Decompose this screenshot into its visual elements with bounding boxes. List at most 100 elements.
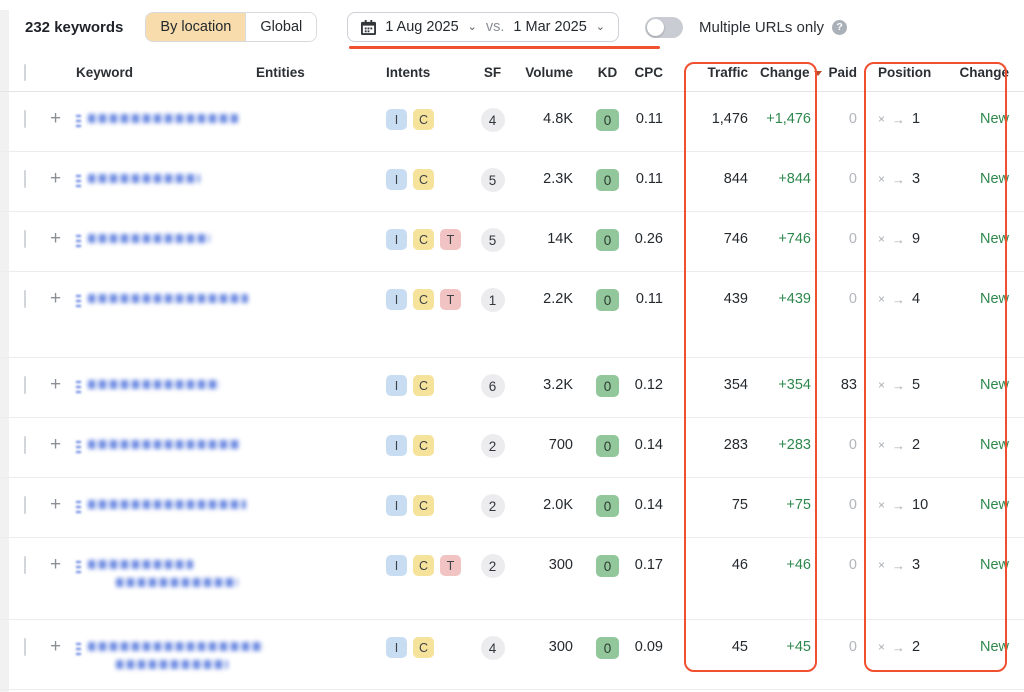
keyword-cell[interactable]	[76, 111, 256, 127]
keyword-cell[interactable]	[76, 171, 256, 187]
arrow-right-icon: →	[892, 437, 906, 453]
keyword-cell[interactable]	[76, 231, 256, 247]
position-change-cell: New	[979, 557, 1009, 573]
keyword-cell[interactable]	[76, 639, 263, 669]
paid-cell: 0	[848, 291, 857, 307]
col-entities[interactable]: Entities	[256, 65, 305, 80]
row-checkbox[interactable]	[24, 436, 26, 454]
date-range-picker[interactable]: 1 Aug 2025 ⌄ vs. 1 Mar 2025 ⌄	[347, 12, 619, 42]
cpc-cell: 0.09	[634, 639, 663, 655]
keyword-cell[interactable]	[76, 557, 256, 587]
traffic-cell: 439	[723, 291, 748, 307]
kd-badge: 0	[596, 495, 619, 517]
intent-badge-i: I	[386, 109, 407, 130]
select-all-checkbox[interactable]	[24, 64, 26, 81]
redacted-keyword-text	[88, 440, 240, 449]
paid-cell: 0	[848, 111, 857, 127]
add-keyword-icon[interactable]: +	[50, 494, 62, 515]
kd-badge: 0	[596, 289, 619, 311]
add-keyword-icon[interactable]: +	[50, 374, 62, 395]
col-position-change[interactable]: Change	[959, 65, 1009, 80]
row-checkbox[interactable]	[24, 376, 26, 394]
cpc-cell: 0.11	[635, 291, 663, 307]
redacted-keyword-bullet	[76, 174, 81, 187]
intent-badge-c: C	[413, 109, 434, 130]
add-keyword-icon[interactable]: +	[50, 288, 62, 309]
traffic-cell: 45	[731, 639, 748, 655]
intent-badge-i: I	[386, 637, 407, 658]
position-value: 9	[912, 231, 921, 247]
col-traffic[interactable]: Traffic	[707, 65, 748, 80]
table-row: + I C T 2 300 0 0.17 46 +46 0 × → 3 New	[0, 538, 1024, 620]
toggle-knob	[646, 18, 664, 36]
position-cell: × → 2	[869, 639, 943, 655]
col-cpc[interactable]: CPC	[634, 65, 663, 80]
row-checkbox[interactable]	[24, 170, 26, 188]
col-intents[interactable]: Intents	[386, 65, 431, 80]
paid-cell: 0	[848, 497, 857, 513]
row-checkbox[interactable]	[24, 230, 26, 248]
keyword-cell[interactable]	[76, 437, 256, 453]
row-checkbox[interactable]	[24, 290, 26, 308]
row-checkbox[interactable]	[24, 496, 26, 514]
add-keyword-icon[interactable]: +	[50, 228, 62, 249]
by-location-button[interactable]: By location	[146, 13, 246, 41]
position-cell: × → 4	[869, 291, 943, 307]
col-sf[interactable]: SF	[483, 65, 502, 80]
keyword-cell[interactable]	[76, 497, 256, 513]
traffic-cell: 1,476	[711, 111, 748, 127]
vs-label: vs.	[485, 19, 505, 35]
add-keyword-icon[interactable]: +	[50, 434, 62, 455]
add-keyword-icon[interactable]: +	[50, 636, 62, 657]
intent-badge-c: C	[413, 289, 434, 310]
position-cell: × → 3	[869, 171, 943, 187]
table-row: + I C 2 2.0K 0 0.14 75 +75 0 × → 10 New	[0, 478, 1024, 538]
add-keyword-icon[interactable]: +	[50, 168, 62, 189]
global-button[interactable]: Global	[245, 13, 317, 41]
keyword-cell[interactable]	[76, 291, 256, 307]
add-keyword-icon[interactable]: +	[50, 554, 62, 575]
arrow-right-icon: →	[892, 231, 906, 247]
position-from-none: ×	[878, 378, 886, 392]
arrow-right-icon: →	[892, 111, 906, 127]
row-checkbox[interactable]	[24, 556, 26, 574]
col-keyword[interactable]: Keyword	[76, 65, 134, 80]
serp-features-count: 4	[480, 108, 505, 132]
date-to[interactable]: 1 Mar 2025	[513, 19, 587, 35]
position-change-cell: New	[979, 291, 1009, 307]
volume-cell: 700	[548, 437, 573, 453]
keyword-cell[interactable]	[76, 377, 256, 393]
table-row: + I C 5 2.3K 0 0.11 844 +844 0 × → 3 New	[0, 152, 1024, 212]
position-value: 2	[912, 639, 921, 655]
position-change-cell: New	[979, 437, 1009, 453]
add-keyword-icon[interactable]: +	[50, 108, 62, 129]
table-row: + I C 4 300 0 0.09 45 +45 0 × → 2 New	[0, 620, 1024, 690]
row-checkbox[interactable]	[24, 110, 26, 128]
table-row: + I C 4 4.8K 0 0.11 1,476 +1,476 0 × → 1 New	[0, 92, 1024, 152]
col-volume[interactable]: Volume	[525, 65, 573, 80]
multiple-urls-toggle[interactable]	[644, 16, 683, 38]
position-from-none: ×	[878, 558, 886, 572]
date-from[interactable]: 1 Aug 2025	[385, 19, 459, 35]
col-kd[interactable]: KD	[597, 65, 618, 80]
traffic-cell: 354	[723, 377, 748, 393]
col-position[interactable]: Position	[878, 65, 932, 80]
paid-cell: 0	[848, 231, 857, 247]
position-from-none: ×	[878, 172, 886, 186]
row-checkbox[interactable]	[24, 638, 26, 656]
intent-badge-c: C	[413, 637, 434, 658]
position-value: 5	[912, 377, 921, 393]
col-paid[interactable]: Paid	[828, 65, 857, 80]
redacted-keyword-text	[88, 560, 193, 569]
help-icon[interactable]: ?	[832, 19, 848, 35]
position-from-none: ×	[878, 498, 886, 512]
col-change-sorted[interactable]: Change	[760, 65, 825, 80]
redacted-keyword-bullet	[76, 642, 81, 655]
calendar-icon	[361, 19, 377, 35]
paid-cell: 0	[848, 171, 857, 187]
serp-features-count: 2	[480, 494, 505, 518]
traffic-cell: 75	[731, 497, 748, 513]
